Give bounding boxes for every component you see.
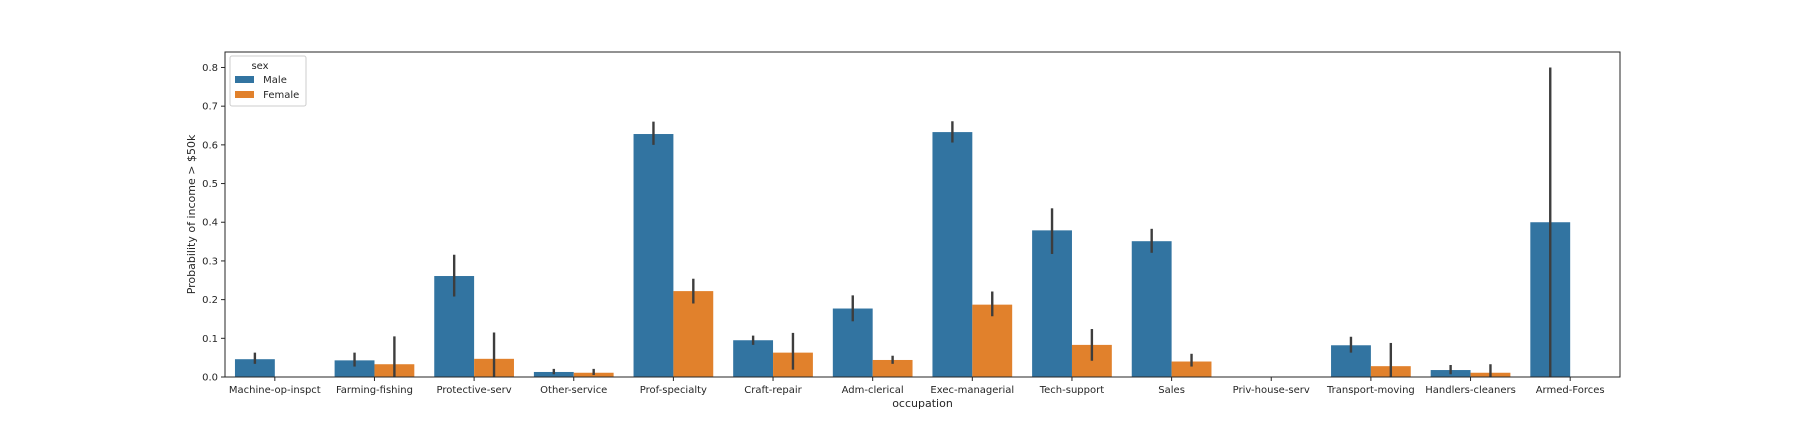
y-tick-label-3: 0.3 [202,256,218,267]
y-tick-label-7: 0.7 [202,102,218,113]
y-tick-label-0: 0.0 [202,373,218,384]
legend-title: sex [251,61,268,72]
y-tick-label-2: 0.2 [202,295,218,306]
bar-female-9 [1171,361,1212,377]
x-tick-label-11: Transport-moving [1326,385,1415,396]
x-tick-label-13: Armed-Forces [1536,385,1605,396]
bar-male-8 [1032,230,1072,377]
y-tick-label-5: 0.5 [202,179,218,190]
bar-male-5 [733,340,774,377]
plot-frame [224,51,1621,378]
y-tick-label-4: 0.4 [202,218,218,229]
y-axis: 0.0 0.1 0.2 0.3 0.4 0.5 0.6 0.7 0.8 [202,63,225,384]
legend: sex Male Female [229,55,307,107]
bar-male-1 [334,360,375,377]
y-tick-label-1: 0.1 [202,334,218,345]
bar-male-9 [1131,241,1172,377]
bar-female-7 [972,304,1013,377]
x-tick-label-8: Tech-support [1039,385,1104,396]
bar-male-7 [932,132,973,377]
legend-swatch-male [235,76,254,83]
bar-male-4 [633,134,674,377]
error-bars-layer [253,67,1552,377]
x-tick-label-0: Machine-op-inspct [229,385,321,396]
bar-male-0 [234,359,275,377]
x-tick-label-5: Craft-repair [744,385,802,396]
bar-female-4 [673,291,714,377]
x-tick-label-12: Handlers-cleaners [1425,385,1516,396]
legend-label-male: Male [260,75,287,86]
bar-male-3 [533,371,574,377]
x-axis: Machine-op-inspct Farming-fishing Protecti… [229,377,1605,396]
x-tick-label-7: Exec-managerial [930,385,1014,396]
x-tick-label-6: Adm-clerical [842,385,904,396]
y-tick-label-6: 0.6 [202,140,218,151]
x-tick-label-10: Priv-house-serv [1233,385,1310,396]
x-tick-label-2: Protective-serv [437,385,512,396]
y-axis-label: Probability of income > $50k [185,134,198,294]
legend-label-female: Female [260,90,299,101]
legend-swatch-female [235,91,254,98]
x-tick-label-3: Other-service [540,385,607,396]
x-axis-label: occupation [892,397,953,410]
x-tick-label-1: Farming-fishing [336,385,413,396]
bars-layer [234,132,1571,378]
x-tick-label-4: Prof-specialty [640,385,707,396]
x-tick-label-9: Sales [1158,385,1185,396]
bar-female-6 [872,359,913,377]
y-tick-label-8: 0.8 [202,63,218,74]
